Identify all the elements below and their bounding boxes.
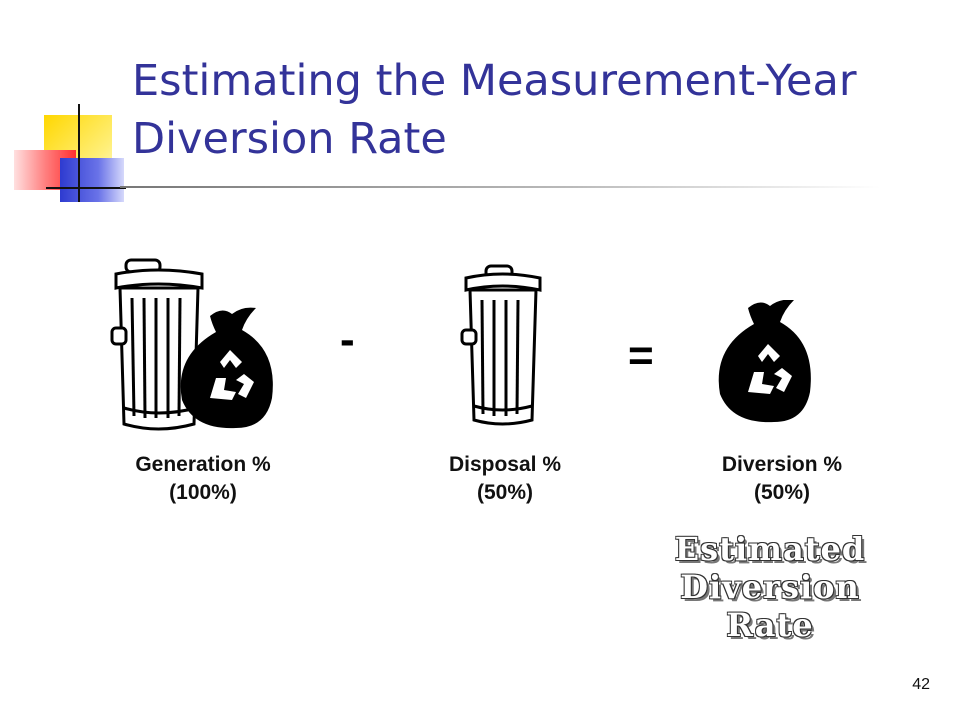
decor-horizontal-line xyxy=(46,187,126,189)
decor-vertical-line xyxy=(78,104,80,202)
disposal-label: Disposal % (50%) xyxy=(410,451,600,507)
diversion-label-name: Diversion % xyxy=(721,453,843,476)
stamp-line-3: Rate xyxy=(726,606,814,644)
diversion-label: Diversion % (50%) xyxy=(684,451,880,507)
title-line-1: Estimating the Measurement-Year xyxy=(132,56,857,106)
stamp-line-2: Diversion xyxy=(680,568,860,606)
trash-can-icon xyxy=(460,264,542,426)
generation-label: Generation % (100%) xyxy=(98,451,308,507)
title-line-2: Diversion Rate xyxy=(132,114,447,164)
decor-blue-square xyxy=(60,158,124,202)
diversion-label-value: (50%) xyxy=(753,481,811,504)
generation-label-value: (100%) xyxy=(169,481,237,504)
generation-figure xyxy=(110,258,273,431)
disposal-figure xyxy=(460,264,542,426)
disposal-label-name: Disposal % xyxy=(448,453,562,476)
disposal-label-value: (50%) xyxy=(476,481,534,504)
title-underline xyxy=(120,186,880,188)
generation-label-name: Generation % xyxy=(135,453,271,476)
trash-can-icon xyxy=(110,258,204,431)
page-number: 42 xyxy=(912,676,930,693)
recycling-bag-icon xyxy=(718,300,811,423)
equals-sign: = xyxy=(628,331,654,380)
estimated-diversion-rate-stamp: Estimated Diversion Rate xyxy=(640,530,900,644)
stamp-line-1: Estimated xyxy=(674,530,866,568)
recycling-bag-icon xyxy=(180,307,273,429)
slide-title: Estimating the Measurement-Year Diversio… xyxy=(132,52,932,168)
minus-sign: - xyxy=(340,315,355,364)
diversion-figure xyxy=(718,300,811,423)
